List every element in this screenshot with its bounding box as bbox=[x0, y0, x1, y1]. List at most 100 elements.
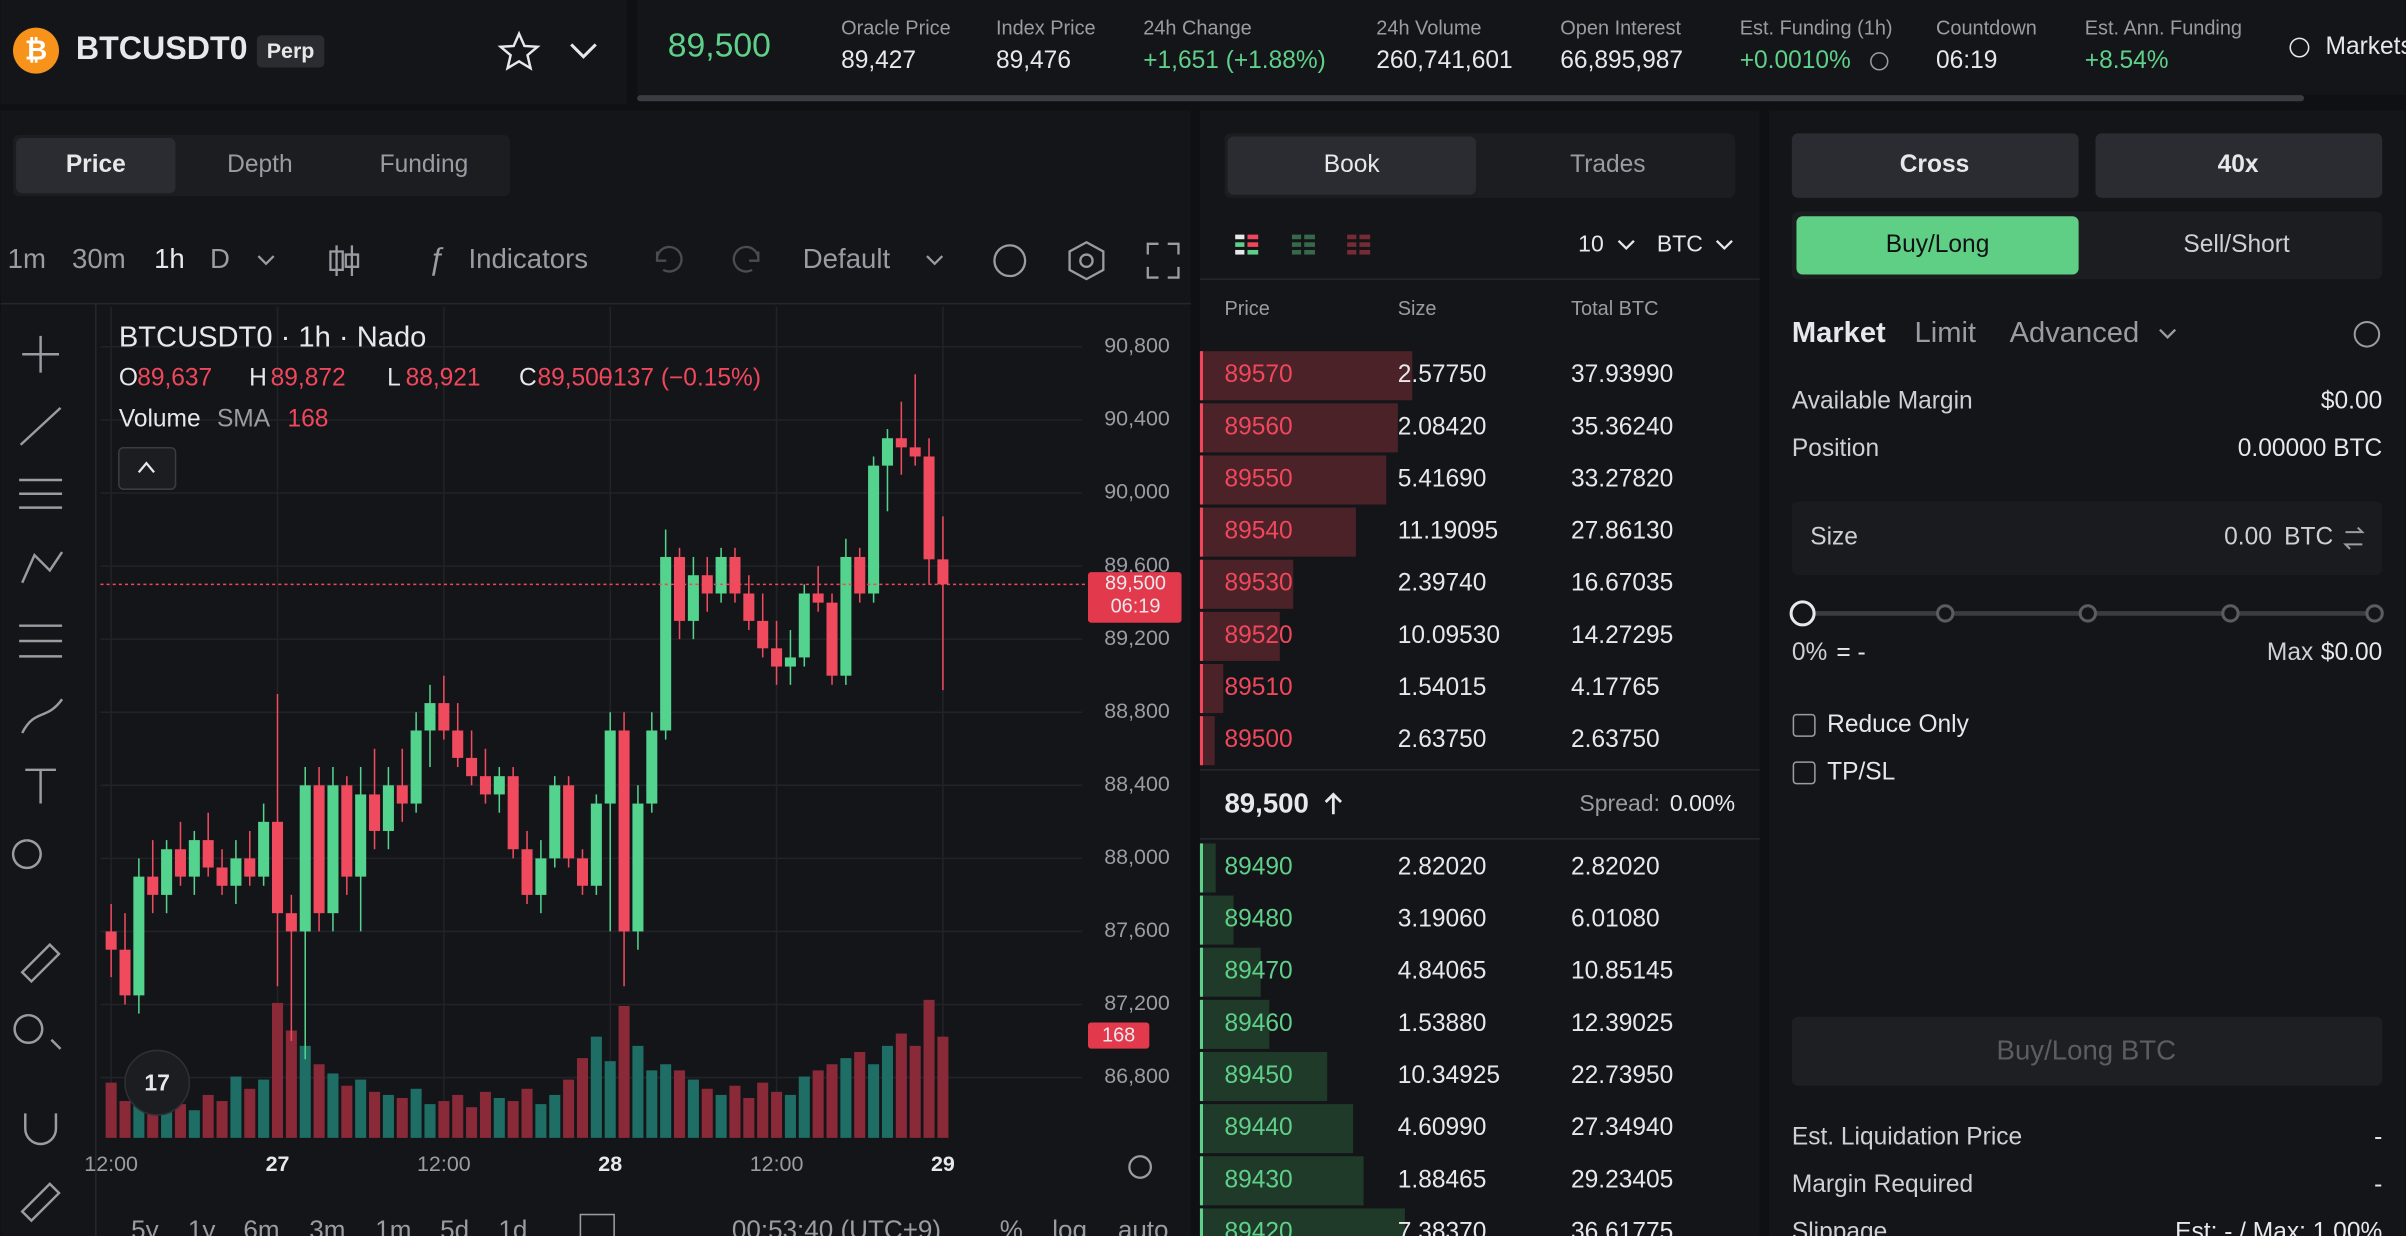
order-type[interactable]: Market bbox=[1792, 317, 1886, 349]
size-input[interactable] bbox=[1791, 501, 2383, 576]
stat-value: +0.0010% bbox=[1740, 47, 1851, 74]
submit-button[interactable] bbox=[1791, 1016, 2383, 1086]
book-view-icon[interactable] bbox=[1347, 234, 1357, 240]
interval[interactable]: 30m bbox=[72, 243, 126, 274]
book-price[interactable]: 89570 bbox=[1224, 361, 1292, 388]
buy-button[interactable] bbox=[1796, 216, 2079, 275]
interval[interactable]: D bbox=[210, 243, 230, 274]
book-price[interactable]: 89440 bbox=[1224, 1114, 1292, 1141]
candle-body bbox=[285, 913, 297, 932]
slider-step[interactable] bbox=[1789, 600, 1816, 627]
indicators-button[interactable]: Indicators bbox=[468, 243, 588, 274]
drawing-tool[interactable] bbox=[20, 942, 61, 984]
slider-step[interactable] bbox=[2078, 604, 2098, 623]
range-button[interactable]: 5d bbox=[440, 1214, 469, 1236]
depth-edge bbox=[1199, 611, 1203, 661]
chart-tab[interactable]: Depth bbox=[227, 151, 292, 178]
volume-bar bbox=[410, 1088, 422, 1138]
range-button[interactable]: 5y bbox=[131, 1214, 159, 1236]
info-label: Position bbox=[1792, 435, 1879, 462]
market-dropdown[interactable] bbox=[570, 43, 597, 59]
leverage-button[interactable] bbox=[2095, 133, 2383, 198]
depth-edge bbox=[1199, 351, 1203, 401]
perp-badge-text: Perp bbox=[267, 39, 315, 63]
markets-link[interactable]: Markets bbox=[2326, 33, 2406, 60]
drawing-tool[interactable] bbox=[24, 1113, 58, 1146]
book-price[interactable]: 89500 bbox=[1224, 726, 1292, 753]
book-view-icon[interactable] bbox=[1291, 234, 1302, 240]
candle-body bbox=[923, 456, 935, 560]
scale-option[interactable]: log bbox=[1052, 1214, 1087, 1236]
range-button[interactable]: 1d bbox=[498, 1214, 527, 1236]
slider-step[interactable] bbox=[1936, 604, 1955, 623]
book-price[interactable]: 89480 bbox=[1224, 906, 1292, 933]
book-tab[interactable]: Trades bbox=[1570, 151, 1645, 178]
redo bbox=[732, 245, 760, 273]
book-price[interactable]: 89460 bbox=[1224, 1010, 1292, 1037]
volume-bar bbox=[341, 1085, 353, 1138]
book-price[interactable]: 89490 bbox=[1224, 853, 1292, 880]
slider-step[interactable] bbox=[2221, 604, 2240, 623]
depth-select[interactable]: 10 bbox=[1578, 230, 1604, 256]
drawing-tool[interactable] bbox=[21, 551, 64, 584]
drawing-tool[interactable] bbox=[25, 768, 56, 804]
drawing-tool[interactable] bbox=[19, 407, 62, 446]
cross-button[interactable] bbox=[1791, 133, 2079, 198]
drawing-tool[interactable] bbox=[22, 335, 60, 373]
chart-tab[interactable]: Price bbox=[66, 151, 126, 178]
order-type[interactable]: Advanced bbox=[2010, 317, 2140, 349]
range-button[interactable]: 1y bbox=[188, 1214, 216, 1236]
interval[interactable]: 1h bbox=[154, 243, 185, 274]
volume-bar bbox=[771, 1091, 783, 1138]
book-price[interactable]: 89510 bbox=[1224, 674, 1292, 701]
range-button[interactable]: 1m bbox=[375, 1214, 411, 1236]
drawing-tool[interactable] bbox=[19, 478, 63, 509]
book-size: 1.53880 bbox=[1398, 1010, 1487, 1037]
range-button[interactable]: 6m bbox=[243, 1214, 279, 1236]
tv-logo bbox=[124, 1049, 191, 1116]
book-price[interactable]: 89540 bbox=[1224, 518, 1292, 545]
book-price[interactable]: 89520 bbox=[1224, 622, 1292, 649]
range-button[interactable]: 3m bbox=[309, 1214, 345, 1236]
depth-bar bbox=[1199, 999, 1270, 1049]
template-select[interactable]: Default bbox=[803, 243, 891, 274]
scale-option[interactable]: auto bbox=[1118, 1214, 1169, 1236]
chart-tab[interactable]: Funding bbox=[380, 151, 469, 178]
stat-label: Index Price bbox=[996, 17, 1096, 39]
book-size: 1.54015 bbox=[1398, 674, 1487, 701]
drawing-tool[interactable] bbox=[13, 1013, 62, 1050]
book-size: 5.41690 bbox=[1398, 465, 1487, 492]
book-price[interactable]: 89470 bbox=[1224, 958, 1292, 985]
legend-collapse[interactable] bbox=[118, 447, 177, 490]
drawing-tool[interactable] bbox=[21, 698, 64, 734]
book-price[interactable]: 89550 bbox=[1224, 465, 1292, 492]
tpsl-checkbox[interactable] bbox=[1792, 761, 1816, 785]
unit-select[interactable]: BTC bbox=[1657, 230, 1703, 256]
interval-dropdown bbox=[257, 255, 275, 266]
order-type[interactable]: Limit bbox=[1915, 317, 1977, 349]
book-view-icon bbox=[1359, 234, 1371, 240]
reduce-only-checkbox[interactable] bbox=[1792, 713, 1816, 737]
scale-option[interactable]: % bbox=[1000, 1214, 1023, 1236]
book-total: 4.17765 bbox=[1571, 674, 1660, 701]
book-tab[interactable]: Book bbox=[1324, 151, 1381, 178]
favorite-star[interactable] bbox=[497, 30, 541, 71]
drawing-tool[interactable] bbox=[11, 839, 42, 870]
book-view-icon[interactable] bbox=[1235, 234, 1245, 240]
slider-step[interactable] bbox=[2365, 604, 2384, 623]
book-price[interactable]: 89420 bbox=[1224, 1218, 1292, 1236]
book-price[interactable]: 89430 bbox=[1224, 1166, 1292, 1193]
spread-label: Spread: bbox=[1579, 790, 1660, 816]
book-price[interactable]: 89560 bbox=[1224, 413, 1292, 440]
sell-label[interactable]: Sell/Short bbox=[2183, 231, 2289, 258]
candle-body bbox=[244, 858, 256, 877]
x-tick-label: 28 bbox=[598, 1152, 622, 1176]
drawing-tool[interactable] bbox=[20, 1182, 61, 1223]
book-price[interactable]: 89450 bbox=[1224, 1062, 1292, 1089]
depth-edge bbox=[1199, 716, 1203, 766]
depth-bar bbox=[1199, 1051, 1328, 1102]
interval[interactable]: 1m bbox=[8, 243, 46, 274]
book-price[interactable]: 89530 bbox=[1224, 570, 1292, 597]
drawing-tool[interactable] bbox=[19, 624, 63, 658]
slider-approx: = - bbox=[1836, 639, 1865, 666]
